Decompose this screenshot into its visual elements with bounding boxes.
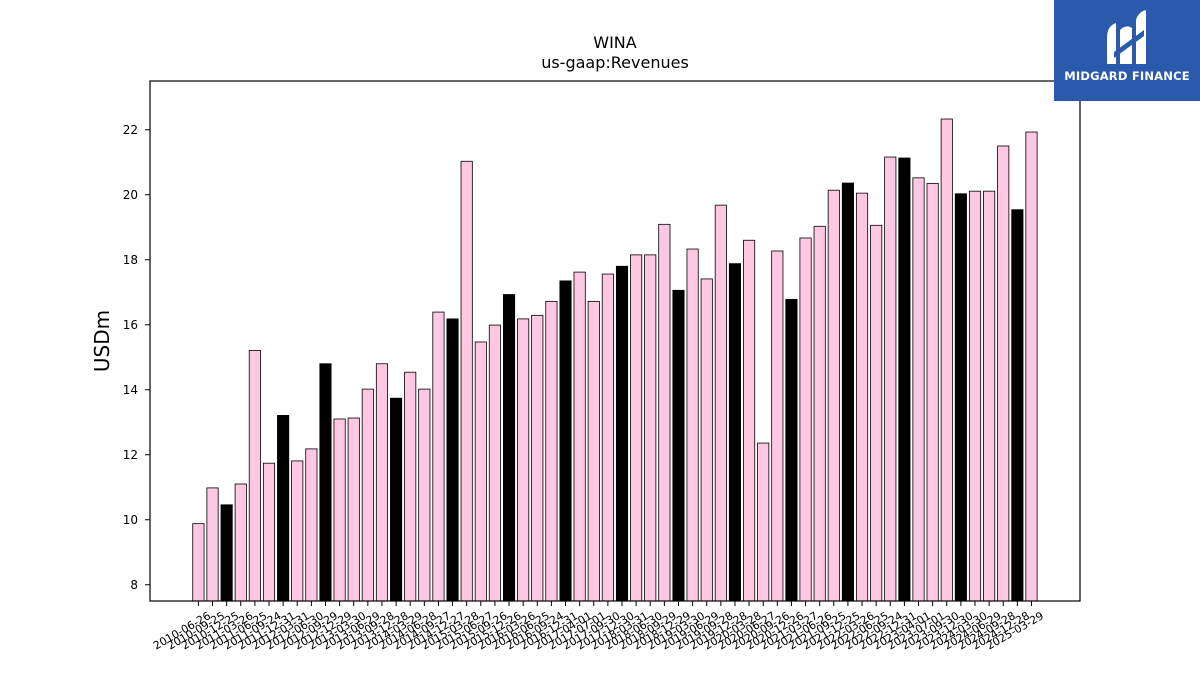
y-tick-label: 10 [123, 513, 138, 527]
bar [488, 324, 501, 602]
bar [954, 193, 967, 602]
bar [390, 397, 403, 602]
bar [234, 483, 247, 602]
bar [926, 182, 939, 602]
plot-frame [149, 80, 1081, 602]
brand-name: MIDGARD FINANCE [1064, 69, 1190, 83]
bar [375, 363, 389, 602]
bar [277, 415, 290, 602]
bar [884, 156, 897, 602]
bar [672, 289, 685, 602]
bar [192, 523, 205, 602]
bar [559, 280, 572, 602]
y-tick-label: 8 [130, 578, 138, 592]
bar [771, 250, 784, 602]
midgard-logo-icon [1107, 10, 1146, 64]
y-tick-label: 14 [123, 383, 138, 397]
y-tick-label: 12 [123, 448, 138, 462]
bar [912, 177, 925, 602]
bar [573, 271, 586, 602]
bar [870, 224, 883, 602]
bar [1011, 209, 1024, 602]
bar [630, 254, 643, 602]
bar [587, 300, 600, 602]
bar [813, 225, 826, 602]
bar [361, 388, 374, 602]
y-axis: 8 10 12 14 16 18 20 22 [123, 123, 150, 592]
bar [898, 157, 911, 602]
bar [1025, 131, 1038, 602]
bars-group [192, 118, 1038, 602]
chart-title: WINA [593, 33, 637, 52]
y-tick-label: 22 [123, 123, 138, 137]
bar [319, 363, 332, 602]
bar [460, 160, 473, 602]
bar [644, 254, 657, 602]
bar [855, 192, 869, 602]
bar [615, 265, 629, 602]
bar [968, 190, 982, 602]
bar [728, 263, 742, 602]
plot-area [150, 81, 1080, 601]
bar [686, 248, 699, 602]
bar [502, 294, 516, 602]
bar [940, 118, 953, 602]
bar [291, 460, 304, 602]
bar [757, 442, 770, 602]
bar [206, 487, 219, 602]
bar [248, 350, 261, 602]
bar [347, 417, 360, 602]
bar [545, 300, 558, 602]
bar [404, 371, 417, 602]
brand-logo: MIDGARD FINANCE [1054, 0, 1200, 101]
bar [714, 204, 727, 602]
bar [658, 223, 671, 602]
bar [333, 418, 346, 602]
bar [827, 189, 840, 602]
x-axis: 2010-06-262010-09-252010-12-252011-03-26… [151, 601, 1046, 652]
bar [474, 341, 487, 602]
bar [799, 237, 812, 602]
bar [531, 314, 544, 602]
y-tick-label: 18 [123, 253, 138, 267]
bar [785, 298, 798, 602]
bar [305, 448, 318, 602]
y-tick-label: 20 [123, 188, 138, 202]
bar [700, 278, 713, 602]
y-axis-label: USDm [90, 310, 114, 372]
bar [517, 318, 530, 602]
chart-subtitle: us-gaap:Revenues [541, 53, 689, 72]
bar [841, 182, 854, 602]
bar [743, 239, 756, 602]
bar [446, 318, 459, 602]
bar [432, 311, 445, 602]
bar [997, 145, 1010, 602]
y-tick-label: 16 [123, 318, 138, 332]
bar [262, 462, 276, 602]
bar [601, 273, 614, 602]
bar [418, 388, 431, 602]
bar [220, 504, 233, 602]
bar [983, 190, 996, 602]
